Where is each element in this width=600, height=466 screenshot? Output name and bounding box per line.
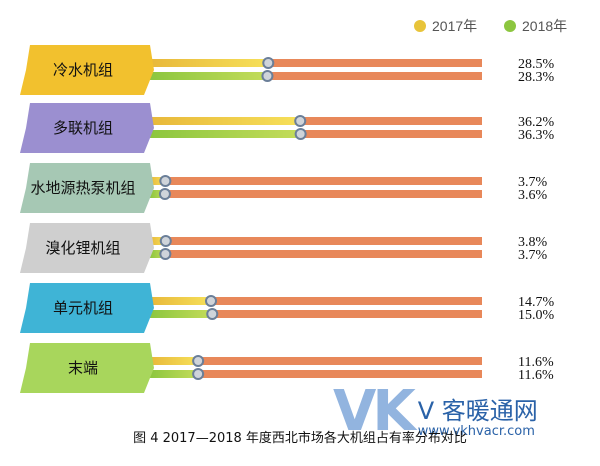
bar-track-5-1: [150, 297, 482, 305]
legend-dot-2: [504, 20, 516, 32]
bar-2017年-4: [150, 237, 166, 245]
category-tag-5: [20, 283, 154, 333]
bar-2018年-4: [150, 250, 166, 258]
bar-marker-6-1: [192, 355, 205, 367]
data-label-3-2: 3.6%: [518, 188, 548, 203]
data-label-3-1: 3.7%: [518, 175, 548, 190]
bar-2017年-2: [150, 117, 301, 125]
bar-marker-2-2: [294, 128, 307, 140]
bar-track-4-1: [150, 237, 482, 245]
data-label-2-2: 36.3%: [518, 128, 555, 143]
bar-marker-2-1: [294, 115, 307, 127]
legend-label-2: 2018年: [522, 18, 567, 34]
bar-track-4-2: [150, 250, 482, 258]
bar-2017年-3: [150, 177, 166, 185]
bar-2018年-5: [150, 310, 213, 318]
category-label-5: 单元机组: [53, 299, 113, 317]
bar-track-6-1: [150, 357, 482, 365]
bar-track-2-1: [150, 117, 482, 125]
data-label-4-1: 3.8%: [518, 235, 548, 250]
category-tag-4: [20, 223, 154, 273]
bar-marker-5-1: [205, 295, 218, 307]
bar-track-3-2: [150, 190, 482, 198]
bar-2018年-3: [150, 190, 165, 198]
bar-marker-3-1: [159, 175, 172, 187]
data-label-1-1: 28.5%: [518, 57, 555, 72]
legend-label-1: 2017年: [432, 18, 477, 34]
legend-dot-1: [414, 20, 426, 32]
bar-track-1-2: [150, 72, 482, 80]
bar-marker-1-1: [262, 57, 275, 69]
bar-track-5-2: [150, 310, 482, 318]
bar-marker-6-2: [192, 368, 205, 380]
bar-2018年-1: [150, 72, 268, 80]
category-tag-2: [20, 103, 154, 153]
data-label-2-1: 36.2%: [518, 115, 555, 130]
bar-2018年-6: [150, 370, 199, 378]
watermark-logo: VK: [333, 379, 416, 444]
category-label-2: 多联机组: [53, 119, 113, 137]
category-tag-6: [20, 343, 154, 393]
category-label-6: 末端: [68, 359, 98, 377]
bar-marker-1-2: [261, 70, 274, 82]
bar-track-6-2: [150, 370, 482, 378]
bar-2017年-1: [150, 59, 269, 67]
data-label-6-2: 11.6%: [518, 368, 554, 383]
watermark-url: www.vkhvacr.com: [417, 424, 535, 440]
bar-track-3-1: [150, 177, 482, 185]
bar-track-2-2: [150, 130, 482, 138]
data-label-1-2: 28.3%: [518, 70, 555, 85]
category-tag-3: [20, 163, 154, 213]
category-label-4: 溴化锂机组: [45, 239, 120, 257]
bar-marker-5-2: [206, 308, 219, 320]
category-label-3: 水地源热泵机组: [30, 179, 135, 197]
figure-caption: 图 4 2017—2018 年度西北市场各大机组占有率分布对比: [133, 431, 467, 446]
bar-marker-4-1: [159, 235, 172, 247]
watermark: VK V 客暖通网 www.vkhvacr.com: [333, 384, 538, 440]
bar-marker-3-2: [158, 188, 171, 200]
watermark-name: V 客暖通网: [417, 397, 538, 426]
bar-2017年-5: [150, 297, 212, 305]
bar-2018年-2: [150, 130, 301, 138]
bar-marker-4-2: [159, 248, 172, 260]
category-label-1: 冷水机组: [53, 61, 113, 79]
category-tag-1: [20, 45, 154, 95]
data-label-4-2: 3.7%: [518, 248, 548, 263]
bar-track-1-1: [150, 59, 482, 67]
bar-2017年-6: [150, 357, 199, 365]
data-label-6-1: 11.6%: [518, 355, 554, 370]
data-label-5-1: 14.7%: [518, 295, 555, 310]
data-label-5-2: 15.0%: [518, 308, 555, 323]
